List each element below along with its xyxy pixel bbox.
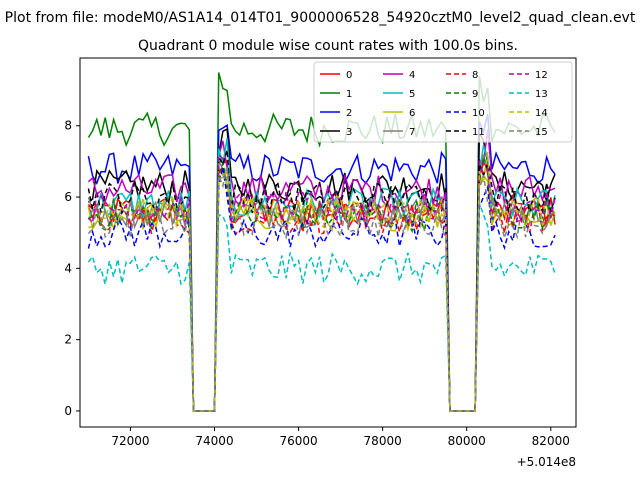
- x-tick-label: 78000: [364, 434, 402, 448]
- legend-label-10: 10: [472, 108, 485, 119]
- legend-label-14: 14: [535, 108, 548, 119]
- y-tick-label: 8: [64, 119, 72, 133]
- x-tick-label: 76000: [279, 434, 317, 448]
- x-tick-label: 82000: [532, 434, 570, 448]
- legend-label-15: 15: [535, 127, 548, 138]
- legend-label-7: 7: [409, 127, 415, 138]
- legend-label-1: 1: [346, 89, 352, 100]
- series-line-15: [87, 165, 556, 412]
- series-line-10: [87, 167, 556, 412]
- legend-label-3: 3: [346, 127, 352, 138]
- series-line-12: [87, 153, 556, 412]
- y-tick-label: 4: [64, 261, 72, 275]
- x-tick-label: 72000: [111, 434, 149, 448]
- legend-label-9: 9: [472, 89, 478, 100]
- x-tick-label: 80000: [448, 434, 486, 448]
- x-tick-label: 74000: [195, 434, 233, 448]
- series-line-14: [88, 151, 556, 412]
- y-tick-label: 0: [64, 404, 72, 418]
- legend-box: [313, 61, 573, 143]
- axes-frame: [79, 57, 577, 428]
- legend-label-13: 13: [535, 89, 548, 100]
- y-tick-label: 2: [64, 333, 72, 347]
- legend-label-11: 11: [472, 127, 485, 138]
- y-axis: 0 2 4 6 8: [64, 119, 80, 418]
- legend-label-12: 12: [535, 70, 548, 81]
- legend-label-6: 6: [409, 108, 415, 119]
- figure-suptitle: Plot from file: modeM0/AS1A14_014T01_900…: [5, 10, 636, 26]
- legend-label-5: 5: [409, 89, 415, 100]
- x-offset-label: +5.014e8: [517, 455, 576, 469]
- y-tick-label: 6: [64, 190, 72, 204]
- legend-label-4: 4: [409, 70, 415, 81]
- legend-label-0: 0: [346, 70, 352, 81]
- chart-title: Quadrant 0 module wise count rates with …: [138, 38, 518, 54]
- legend-label-2: 2: [346, 108, 352, 119]
- legend-label-8: 8: [472, 70, 478, 81]
- x-axis: 72000 74000 76000 78000 80000 82000: [111, 427, 570, 448]
